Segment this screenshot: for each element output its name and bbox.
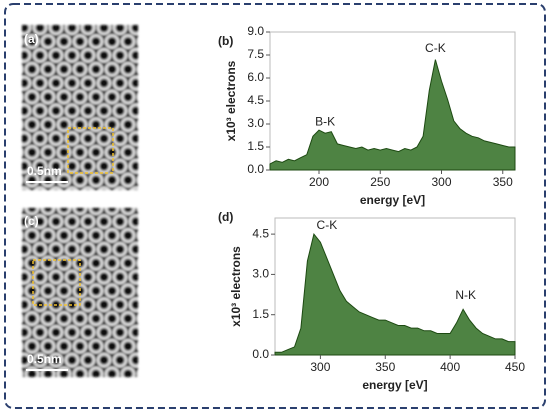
annotation: C-K — [425, 41, 446, 55]
x-tick-label: 250 — [370, 175, 390, 189]
x-axis-label: energy [eV] — [362, 378, 427, 392]
y-tick-label: 1.5 — [252, 307, 269, 321]
panel-label: (d) — [218, 210, 233, 224]
y-tick-label: 1.5 — [247, 139, 264, 153]
panel-label: (c) — [24, 214, 39, 228]
y-tick-label: 7.5 — [247, 47, 264, 61]
y-tick-label: 0.0 — [252, 347, 269, 361]
y-tick-label: 3.0 — [252, 267, 269, 281]
scale-bar-label: 0.5nm — [27, 164, 62, 178]
y-tick-label: 9.0 — [247, 24, 264, 38]
y-axis-label: x10³ electrons — [229, 246, 243, 327]
y-tick-label: 4.5 — [252, 226, 269, 240]
x-tick-label: 450 — [505, 360, 525, 374]
y-tick-label: 4.5 — [247, 93, 264, 107]
y-tick-label: 0.0 — [247, 162, 264, 176]
x-tick-label: 200 — [309, 175, 329, 189]
y-axis-label: x10³ electrons — [224, 60, 238, 141]
x-tick-label: 300 — [431, 175, 451, 189]
x-axis-label: energy [eV] — [360, 193, 425, 207]
annotation: B-K — [315, 115, 335, 129]
x-tick-label: 350 — [375, 360, 395, 374]
spectrum-area — [274, 232, 516, 356]
y-tick-label: 6.0 — [247, 70, 264, 84]
scale-bar-label: 0.5nm — [27, 352, 62, 366]
panel-label: (a) — [24, 32, 39, 46]
y-tick-label: 3.0 — [247, 116, 264, 130]
annotation: N-K — [455, 288, 476, 302]
spectrum-area — [269, 59, 516, 171]
x-tick-label: 350 — [493, 175, 513, 189]
panel-label: (b) — [218, 34, 233, 48]
micrograph-a — [22, 25, 138, 190]
annotation: C-K — [317, 218, 338, 232]
x-tick-label: 400 — [440, 360, 460, 374]
micrograph-c — [22, 208, 138, 377]
x-tick-label: 300 — [310, 360, 330, 374]
